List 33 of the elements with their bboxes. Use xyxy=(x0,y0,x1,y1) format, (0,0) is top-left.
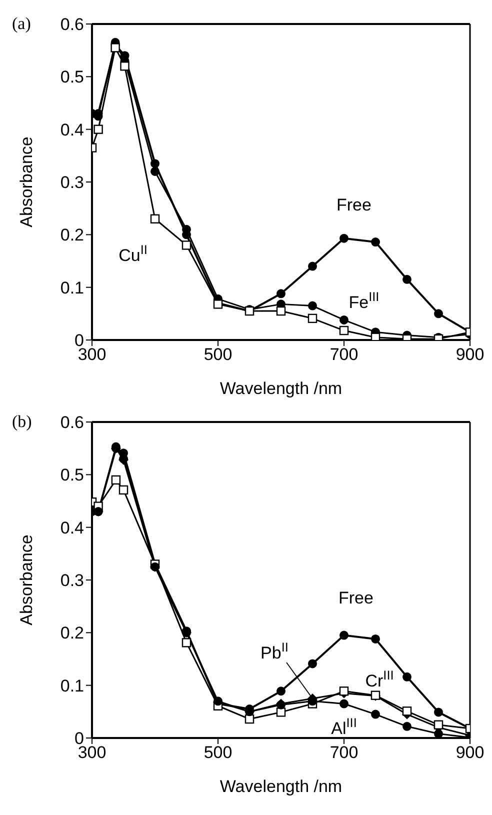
x-tick-label: 300 xyxy=(78,345,106,364)
y-tick-label: 0.6 xyxy=(60,413,84,432)
y-tick-label: 0.1 xyxy=(60,676,84,696)
y-tick-label: 0.2 xyxy=(60,226,84,245)
y-tick-label: 0.4 xyxy=(60,518,84,538)
text: Pb$^{II}$ xyxy=(260,639,288,662)
y-tick-label: 0.6 xyxy=(60,15,84,34)
series-label: Cr$^{III}$ xyxy=(365,666,394,690)
y-tick-label: 0.5 xyxy=(60,466,84,485)
series-label: Free xyxy=(336,195,372,214)
x-axis-title: Wavelength /nm xyxy=(220,379,342,398)
x-tick-label: 500 xyxy=(204,345,232,364)
x-axis-title: Wavelength /nm xyxy=(220,777,342,796)
x-tick-label: 900 xyxy=(456,345,484,364)
y-tick-label: 0.3 xyxy=(60,571,84,590)
series-label: Fe$^{III}$ xyxy=(348,288,380,312)
series-label: Free xyxy=(338,588,374,608)
y-axis-title: Absorbance xyxy=(17,136,36,228)
x-tick-label: 500 xyxy=(204,743,232,762)
y-tick-label: 0.4 xyxy=(60,120,84,140)
y-tick-label: 0.1 xyxy=(60,278,84,298)
y-axis-title: Absorbance xyxy=(17,534,36,626)
x-tick-label: 300 xyxy=(78,743,106,762)
chart-title: (a) xyxy=(12,14,31,34)
x-tick-label: 700 xyxy=(330,743,358,762)
x-tick-label: 900 xyxy=(456,743,484,762)
series-label: Al$^{III}$ xyxy=(331,714,357,738)
x-tick-label: 700 xyxy=(330,345,358,364)
y-tick-label: 0.5 xyxy=(60,68,84,87)
y-tick-label: 0.2 xyxy=(60,624,84,643)
series-label: Cu$^{II}$ xyxy=(118,241,148,265)
y-tick-label: 0.3 xyxy=(60,173,84,192)
chart-title: (b) xyxy=(12,412,32,432)
